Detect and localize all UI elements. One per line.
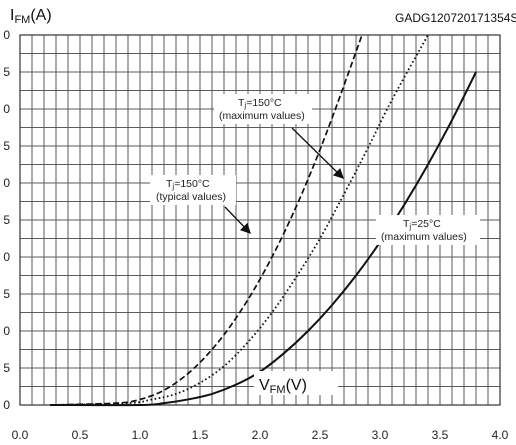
x-tick-label: 0.5 — [72, 428, 89, 442]
x-axis-label: VFM(V) — [259, 377, 307, 396]
x-tick-label: 0.0 — [12, 428, 29, 442]
x-tick-labels: 0.0 0.5 1.0 1.5 2.0 2.5 3.0 3.5 4.0 — [12, 428, 509, 442]
y-tick-label: 0 — [3, 324, 10, 338]
series-line-dotted — [49, 34, 429, 406]
annotation-2-title: Tj=150°C — [166, 178, 210, 191]
y-tick-label: 5 — [3, 65, 10, 79]
x-tick-label: 1.0 — [132, 428, 149, 442]
annotation-bg-3 — [376, 215, 480, 245]
y-tick-label: 5 — [3, 361, 10, 375]
y-tick-label: 0 — [3, 398, 10, 412]
annotation-1-title: Tj=150°C — [238, 97, 282, 110]
x-tick-label: 4.0 — [492, 428, 509, 442]
x-tick-label: 3.0 — [372, 428, 389, 442]
y-tick-label: 0 — [3, 250, 10, 264]
annotation-1-arrow — [291, 127, 344, 179]
x-tick-label: 1.5 — [192, 428, 209, 442]
annotation-bg-2 — [150, 175, 236, 205]
x-axis-label-bg — [254, 371, 338, 395]
y-tick-label: 5 — [3, 213, 10, 227]
series-line-solid — [49, 71, 477, 407]
series-group — [49, 34, 477, 407]
annotation-1-note: (maximum values) — [219, 110, 305, 122]
annotation-bg-1 — [214, 94, 312, 124]
figure-code: GADG120720171354SA — [395, 11, 516, 25]
x-tick-label: 3.5 — [432, 428, 449, 442]
annotation-3-note: (maximum values) — [381, 231, 467, 243]
x-tick-label: 2.0 — [252, 428, 269, 442]
y-tick-label: 0 — [3, 176, 10, 190]
series-line-dashed — [49, 34, 363, 406]
x-tick-label: 2.5 — [312, 428, 329, 442]
annotation-2-arrow — [224, 206, 251, 234]
y-tick-labels: 0 5 0 5 0 5 0 5 0 5 0 — [3, 28, 10, 412]
y-tick-label: 5 — [3, 139, 10, 153]
y-tick-label: 5 — [3, 287, 10, 301]
y-tick-label: 0 — [3, 102, 10, 116]
annotation-3-title: Tj=25°C — [403, 218, 441, 231]
y-axis-label: IFM(A) — [10, 7, 52, 26]
annotation-2-note: (typical values) — [156, 191, 226, 203]
plot-frame — [19, 34, 501, 406]
y-tick-label: 0 — [3, 28, 10, 42]
